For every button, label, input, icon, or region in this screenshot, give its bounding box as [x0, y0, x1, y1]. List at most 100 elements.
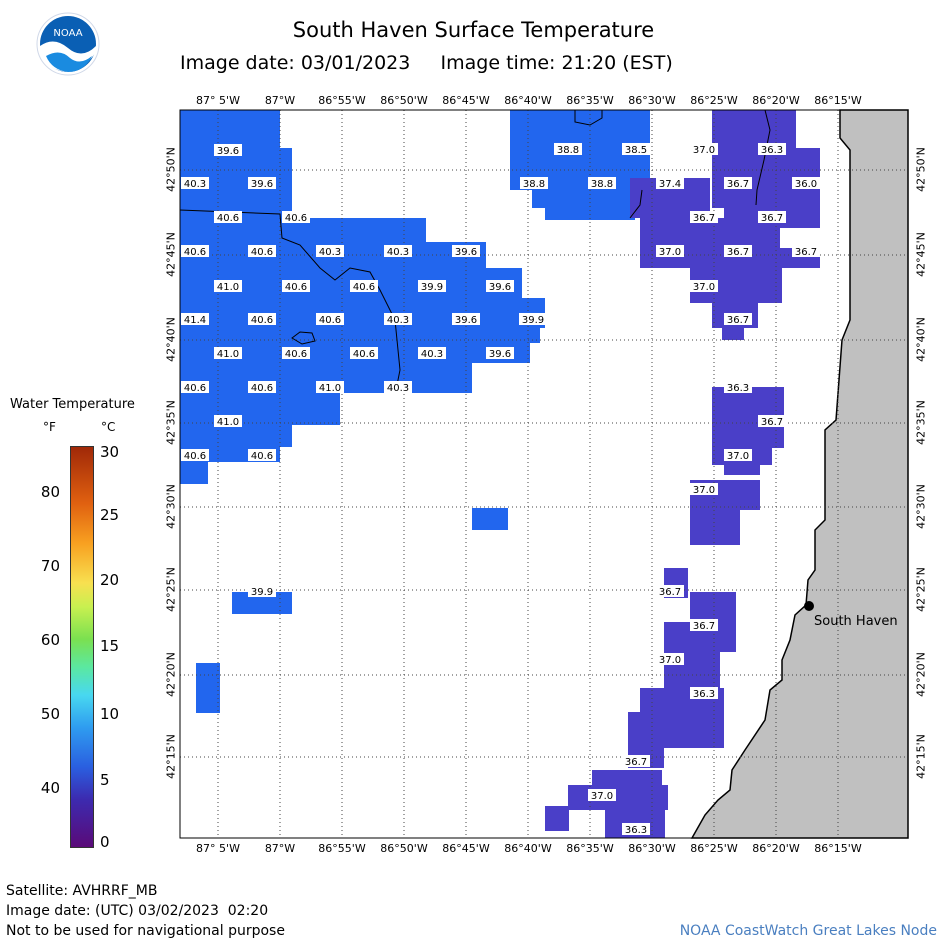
- temperature-label: 40.6: [181, 381, 209, 394]
- svg-text:40.6: 40.6: [251, 451, 273, 462]
- svg-text:40.6: 40.6: [184, 451, 206, 462]
- temperature-label: 36.7: [758, 415, 786, 428]
- svg-text:40.3: 40.3: [387, 315, 409, 326]
- temperature-label: 38.8: [588, 177, 616, 190]
- temperature-label: 39.9: [248, 585, 276, 598]
- celsius-tick: 10: [100, 705, 120, 723]
- svg-text:41.0: 41.0: [217, 417, 239, 428]
- legend-title: Water Temperature: [10, 397, 135, 412]
- svg-text:36.3: 36.3: [761, 145, 783, 156]
- svg-text:40.3: 40.3: [319, 247, 341, 258]
- temperature-label: 36.7: [690, 619, 718, 632]
- temperature-label: 39.6: [452, 245, 480, 258]
- temperature-colorbar: [70, 446, 94, 848]
- map-frame: [179, 109, 909, 839]
- coordinate-label: 42°15'N: [164, 734, 178, 779]
- temperature-label: 39.9: [519, 313, 547, 326]
- warm-water-pixel: [532, 188, 642, 208]
- navigation-warning: Not to be used for navigational purpose: [6, 923, 285, 939]
- svg-text:39.9: 39.9: [421, 282, 443, 293]
- coordinate-label: 86°55'W: [318, 842, 366, 855]
- svg-text:39.9: 39.9: [522, 315, 544, 326]
- svg-text:37.0: 37.0: [727, 451, 749, 462]
- temperature-label: 37.0: [690, 483, 718, 496]
- temperature-label: 39.6: [214, 144, 242, 157]
- fahrenheit-tick: 50: [40, 705, 60, 723]
- temperature-label: 40.6: [248, 313, 276, 326]
- water-temperature-pixels: [180, 110, 820, 838]
- svg-text:40.3: 40.3: [421, 349, 443, 360]
- temperature-label: 36.3: [724, 381, 752, 394]
- cold-water-pixel: [724, 460, 760, 475]
- temperature-label: 40.6: [316, 313, 344, 326]
- coordinate-label: 86°50'W: [380, 842, 428, 855]
- svg-text:36.3: 36.3: [625, 825, 647, 836]
- svg-text:36.7: 36.7: [727, 247, 749, 258]
- svg-text:39.6: 39.6: [455, 315, 477, 326]
- image-time: Image time: 21:20 (EST): [440, 52, 673, 74]
- image-date: Image date: 03/01/2023: [180, 52, 411, 74]
- temperature-label: 36.7: [690, 211, 718, 224]
- svg-text:36.7: 36.7: [727, 179, 749, 190]
- svg-text:36.7: 36.7: [659, 587, 681, 598]
- coordinate-label: 87° 5'W: [196, 94, 240, 107]
- svg-text:38.8: 38.8: [523, 179, 545, 190]
- svg-text:38.8: 38.8: [591, 179, 613, 190]
- svg-text:40.6: 40.6: [184, 247, 206, 258]
- temperature-label: 39.6: [248, 177, 276, 190]
- temperature-label: 37.0: [656, 653, 684, 666]
- coordinate-label: 86°35'W: [566, 94, 614, 107]
- city-label: South Haven: [814, 614, 898, 629]
- svg-text:36.7: 36.7: [795, 247, 817, 258]
- temperature-label: 40.3: [384, 313, 412, 326]
- coordinate-label: 42°50'N: [164, 147, 178, 192]
- coordinate-label: 42°45'N: [914, 232, 928, 277]
- temperature-label: 40.6: [282, 280, 310, 293]
- map-subtitle: Image date: 03/01/2023 Image time: 21:20…: [180, 52, 673, 74]
- svg-text:40.6: 40.6: [353, 282, 375, 293]
- fahrenheit-tick: 60: [40, 631, 60, 649]
- cold-water-pixel: [690, 592, 736, 622]
- temperature-label: 40.6: [181, 449, 209, 462]
- cold-water-pixel: [640, 248, 820, 268]
- warm-water-pixel: [472, 508, 508, 530]
- temperature-label: 38.8: [554, 143, 582, 156]
- coordinate-label: 42°15'N: [914, 734, 928, 779]
- temperature-label: 40.3: [384, 381, 412, 394]
- satellite-info: Satellite: AVHRRF_MB: [6, 883, 158, 899]
- svg-text:40.6: 40.6: [184, 383, 206, 394]
- fahrenheit-tick: 70: [40, 557, 60, 575]
- svg-text:36.3: 36.3: [693, 689, 715, 700]
- noaa-logo-icon: NOAA: [36, 12, 100, 76]
- warm-water-pixel: [180, 298, 545, 328]
- svg-text:39.9: 39.9: [251, 587, 273, 598]
- celsius-tick: 20: [100, 571, 120, 589]
- isotherm-lines: [179, 109, 771, 391]
- temperature-label: 40.3: [181, 177, 209, 190]
- svg-text:40.6: 40.6: [217, 213, 239, 224]
- temperature-label: 37.0: [690, 280, 718, 293]
- logo-text: NOAA: [53, 28, 82, 39]
- cold-water-pixel: [545, 806, 569, 831]
- temperature-label: 36.7: [656, 585, 684, 598]
- celsius-tick: 30: [100, 443, 120, 461]
- coordinate-label: 87° 5'W: [196, 842, 240, 855]
- svg-text:36.0: 36.0: [795, 179, 817, 190]
- svg-text:41.0: 41.0: [217, 349, 239, 360]
- svg-text:36.7: 36.7: [761, 417, 783, 428]
- coordinate-label: 86°40'W: [504, 842, 552, 855]
- temperature-label: 38.5: [622, 143, 650, 156]
- svg-text:40.3: 40.3: [184, 179, 206, 190]
- svg-text:40.6: 40.6: [251, 247, 273, 258]
- warm-water-pixel: [180, 110, 280, 150]
- temperature-label: 40.6: [282, 347, 310, 360]
- cold-water-pixel: [690, 500, 740, 545]
- coordinate-label: 42°35'N: [164, 400, 178, 445]
- temperature-label: 40.6: [214, 211, 242, 224]
- svg-text:39.6: 39.6: [251, 179, 273, 190]
- temperature-label: 40.3: [418, 347, 446, 360]
- temperature-label: 36.3: [622, 823, 650, 836]
- temperature-label: 41.4: [181, 313, 209, 326]
- coordinate-label: 42°40'N: [164, 317, 178, 362]
